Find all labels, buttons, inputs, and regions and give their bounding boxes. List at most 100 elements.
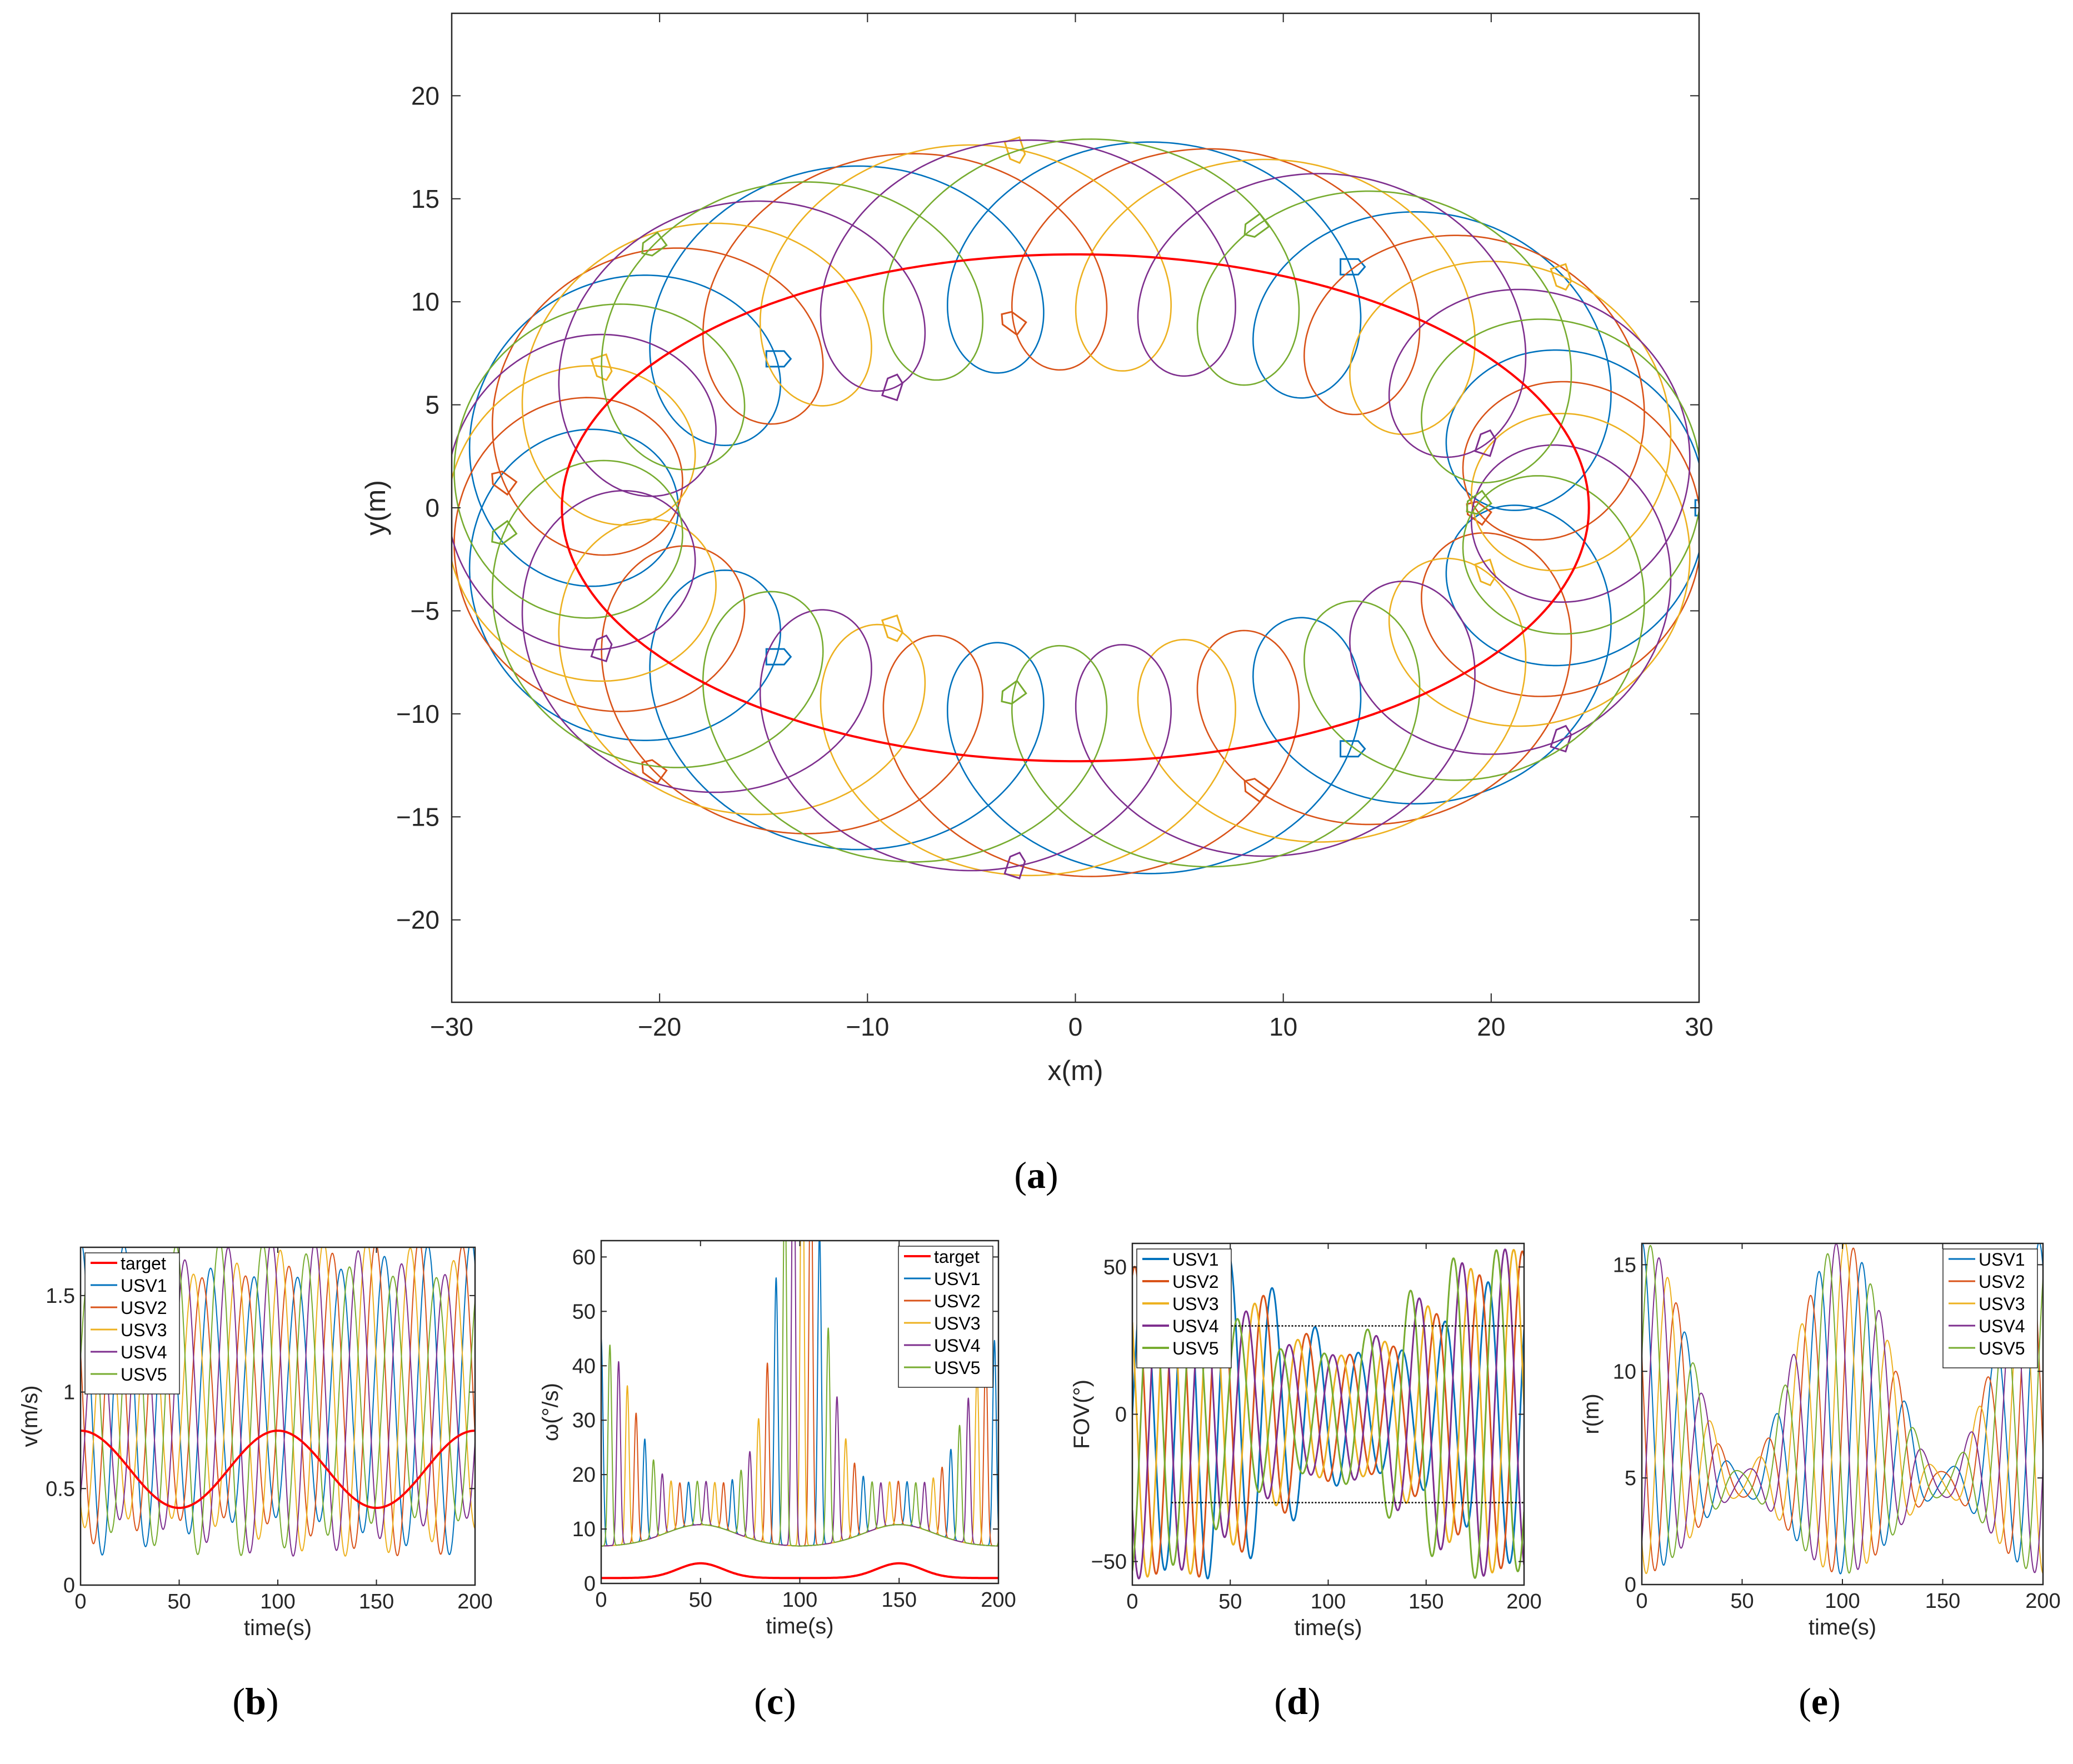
- legend-entry-usv2: USV2: [904, 1291, 981, 1311]
- legend-label: USV3: [121, 1320, 167, 1340]
- axes-frame: [600, 1240, 1000, 1585]
- legend-entry-usv1: USV1: [91, 1276, 167, 1296]
- y-tick-label: 1.5: [46, 1285, 75, 1308]
- legend-entry-target: target: [904, 1247, 980, 1267]
- x-tick-label: 200: [2025, 1590, 2060, 1613]
- caption-e: (e): [1799, 1680, 1841, 1722]
- x-axis-label: time(s): [766, 1614, 833, 1638]
- legend-entry-usv3: USV3: [1949, 1294, 2025, 1314]
- y-tick-label: 60: [572, 1246, 596, 1269]
- y-tick-label: 15: [1613, 1253, 1636, 1277]
- legend-entry-target: target: [91, 1253, 166, 1273]
- x-tick-label: −10: [846, 1012, 889, 1041]
- y-tick-label: 20: [411, 81, 439, 110]
- x-tick-label: 50: [689, 1588, 712, 1612]
- legend-box: [898, 1246, 993, 1388]
- y-axis-label: ω(°/s): [538, 1383, 563, 1441]
- x-axis-label: time(s): [244, 1616, 312, 1640]
- x-tick-label: 150: [1408, 1590, 1443, 1613]
- x-tick-label: 100: [260, 1590, 295, 1613]
- x-tick-label: 100: [782, 1588, 817, 1612]
- usv-marker: [491, 471, 518, 496]
- legend-label: USV1: [1979, 1250, 2025, 1270]
- panel-b-velocity: 0 50 100 150 200 0 0.5 1 1.5 time(s) v(m/s) target U…: [18, 1246, 493, 1640]
- legend-label: USV1: [1172, 1250, 1219, 1270]
- x-tick-label: 150: [359, 1590, 394, 1613]
- usv-marker: [1003, 851, 1026, 879]
- legend-entry-usv5: USV5: [1142, 1338, 1219, 1358]
- usv-marker: [881, 614, 903, 642]
- y-tick-label: 0: [1115, 1403, 1127, 1427]
- panel-captions: (a) (b) (c) (d) (e): [232, 1154, 1840, 1722]
- x-tick-label: 200: [981, 1588, 1016, 1612]
- x-tick-label: 0: [1068, 1012, 1083, 1041]
- legend-entry-usv4: USV4: [1949, 1316, 2025, 1336]
- usv-marker: [1243, 212, 1271, 238]
- axes-frame: [1131, 1242, 1525, 1586]
- x-tick-label: 50: [167, 1590, 191, 1613]
- panel-e-range: 0 50 100 150 200051015time(s)r(m)USV1USV2USV…: [1579, 1242, 2061, 1640]
- x-tick-label: 0: [1126, 1590, 1138, 1613]
- legend-label: USV1: [934, 1269, 981, 1289]
- y-axis-label: y(m): [360, 480, 391, 536]
- usv-marker: [491, 519, 518, 545]
- usv-marker: [641, 759, 668, 784]
- usv4-range-line: [1642, 1243, 2043, 1573]
- y-tick-label: 5: [425, 391, 439, 419]
- y-tick-label: 15: [411, 184, 439, 213]
- usv-marker: [1550, 724, 1572, 753]
- caption-c: (c): [754, 1680, 796, 1722]
- caption-d: (d): [1274, 1680, 1320, 1722]
- legend-label: USV4: [121, 1342, 167, 1362]
- panel-d-fov: 0 50 100 150 200−50050time(s)FOV(°)USV1USV2U…: [1070, 1242, 1542, 1640]
- legend-label: USV4: [1172, 1316, 1219, 1336]
- y-axis-label: r(m): [1579, 1393, 1604, 1434]
- axes-frame: [451, 12, 1700, 1003]
- legend-label: USV5: [1172, 1338, 1219, 1358]
- legend-entry-usv2: USV2: [91, 1298, 167, 1318]
- y-tick-label: −10: [396, 699, 439, 728]
- y-tick-label: 0: [63, 1574, 75, 1597]
- y-tick-label: −5: [411, 596, 439, 625]
- x-tick-label: 0: [595, 1588, 607, 1612]
- legend-label: target: [934, 1247, 980, 1267]
- legend-entry-usv5: USV5: [1949, 1338, 2025, 1358]
- usv-marker: [1001, 311, 1027, 336]
- usv-marker: [1474, 558, 1497, 587]
- x-tick-label: 50: [1218, 1590, 1242, 1613]
- axes-frame: [79, 1246, 476, 1586]
- y-tick-label: −50: [1091, 1551, 1127, 1574]
- x-tick-label: 150: [882, 1588, 917, 1612]
- usv-marker: [1340, 258, 1366, 276]
- usv3-omega-line: [601, 1241, 998, 1547]
- legend-entry-usv4: USV4: [904, 1336, 981, 1356]
- legend-label: USV2: [1172, 1272, 1219, 1292]
- x-tick-label: 0: [74, 1590, 86, 1613]
- legend-entry-usv1: USV1: [1142, 1250, 1219, 1270]
- x-axis-label: time(s): [1294, 1616, 1362, 1640]
- legend-label: USV3: [1979, 1294, 2025, 1314]
- y-tick-label: 0: [425, 493, 439, 522]
- usv5-omega-line: [601, 1241, 998, 1547]
- usv1-range-line: [1642, 1243, 2043, 1575]
- usv-marker: [1550, 263, 1572, 291]
- x-tick-label: 200: [1506, 1590, 1541, 1613]
- x-tick-label: 10: [1269, 1012, 1297, 1041]
- usv-marker: [765, 350, 792, 368]
- legend-label: USV5: [934, 1358, 981, 1378]
- y-tick-label: −15: [396, 802, 439, 831]
- panel-a-trajectory: −30 −20 −10 0 10 20 30 −20 −15 −10 −5 0 5 10 15 20 x(m) y…: [360, 12, 1714, 1086]
- legend-entry-usv1: USV1: [904, 1269, 981, 1289]
- legend-label: USV5: [1979, 1338, 2025, 1358]
- target-trajectory: [561, 253, 1590, 763]
- y-tick-label: −20: [396, 906, 439, 935]
- y-tick-label: 20: [572, 1463, 596, 1487]
- usv-marker: [1694, 499, 1699, 517]
- usv-marker: [765, 648, 792, 666]
